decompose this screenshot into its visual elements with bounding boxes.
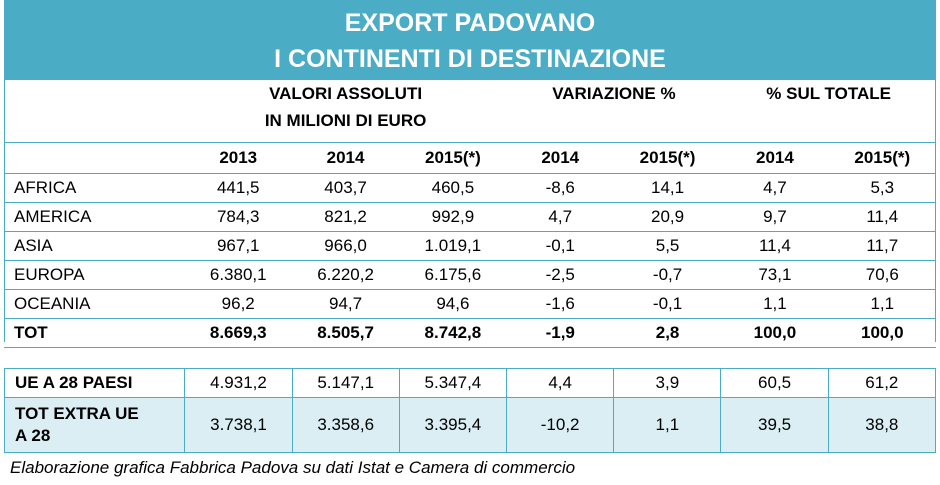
row-label: UE A 28 PAESI — [3, 368, 186, 398]
row-label-line1: TOT EXTRA UE — [15, 404, 139, 423]
row-label: TOT — [4, 318, 185, 348]
cell: -0,1 — [506, 231, 614, 261]
table-row: AMERICA 784,3 821,2 992,9 4,7 20,9 9,7 1… — [4, 202, 936, 232]
group-valori-line1: VALORI ASSOLUTI — [269, 84, 423, 103]
row-label: ASIA — [4, 231, 185, 261]
cell: 39,5 — [720, 397, 829, 453]
column-header: 2015(*) — [828, 142, 936, 174]
title-line-2: I CONTINENTI DI DESTINAZIONE — [274, 45, 666, 73]
group-valori-line2: IN MILIONI DI EURO — [264, 111, 427, 130]
cell: 5,5 — [613, 231, 722, 261]
cell: 3.738,1 — [184, 397, 293, 453]
column-header: 2014 — [721, 142, 829, 174]
cell: 3,9 — [613, 368, 722, 398]
cell: 966,0 — [291, 231, 400, 261]
cell: 1.019,1 — [399, 231, 507, 261]
eu-breakdown-table: UE A 28 PAESI 4.931,2 5.147,1 5.347,4 4,… — [3, 368, 937, 453]
row-label: OCEANIA — [4, 289, 185, 319]
column-header: 2013 — [184, 142, 292, 174]
cell: 100,0 — [721, 318, 829, 348]
cell: -8,6 — [506, 173, 614, 203]
cell: 4,7 — [721, 173, 829, 203]
table-row-extra-ue: TOT EXTRA UE A 28 3.738,1 3.358,6 3.395,… — [3, 397, 937, 453]
cell: 61,2 — [827, 368, 937, 398]
cell: 6.175,6 — [399, 260, 507, 290]
cell: 8.742,8 — [399, 318, 507, 348]
cell: -10,2 — [506, 397, 615, 453]
cell: 821,2 — [291, 202, 400, 232]
cell: 6.380,1 — [184, 260, 292, 290]
cell: 784,3 — [184, 202, 292, 232]
row-label: EUROPA — [4, 260, 185, 290]
cell: 4,7 — [506, 202, 614, 232]
cell: 441,5 — [184, 173, 292, 203]
row-label: AMERICA — [4, 202, 185, 232]
cell: 14,1 — [613, 173, 722, 203]
continents-table: VALORI ASSOLUTI IN MILIONI DI EURO VARIA… — [4, 80, 936, 348]
cell: 94,6 — [399, 289, 507, 319]
cell: 11,7 — [828, 231, 936, 261]
cell: 5.347,4 — [398, 368, 508, 398]
cell: 8.505,7 — [291, 318, 400, 348]
column-header: 2015(*) — [399, 142, 507, 174]
cell: 967,1 — [184, 231, 292, 261]
cell: 403,7 — [291, 173, 400, 203]
row-label-line2: A 28 — [15, 426, 51, 445]
cell: 60,5 — [720, 368, 829, 398]
cell: 1,1 — [721, 289, 829, 319]
cell: 70,6 — [828, 260, 936, 290]
cell: 5.147,1 — [291, 368, 400, 398]
table-row: OCEANIA 96,2 94,7 94,6 -1,6 -0,1 1,1 1,1 — [4, 289, 936, 319]
table-row-ue28: UE A 28 PAESI 4.931,2 5.147,1 5.347,4 4,… — [3, 368, 937, 398]
column-header-blank — [4, 142, 185, 174]
cell: 2,8 — [613, 318, 722, 348]
cell: 9,7 — [721, 202, 829, 232]
row-label: TOT EXTRA UE A 28 — [3, 397, 186, 453]
cell: -1,6 — [506, 289, 614, 319]
total-row: TOT 8.669,3 8.505,7 8.742,8 -1,9 2,8 100… — [4, 318, 936, 348]
title-banner: EXPORT PADOVANO I CONTINENTI DI DESTINAZ… — [4, 0, 936, 80]
row-label: AFRICA — [4, 173, 185, 203]
cell: 96,2 — [184, 289, 292, 319]
group-header-percentuale: % SUL TOTALE — [766, 84, 891, 103]
column-header: 2014 — [506, 142, 614, 174]
column-header-row: 2013 2014 2015(*) 2014 2015(*) 2014 2015… — [4, 142, 936, 174]
cell: 11,4 — [721, 231, 829, 261]
cell: -0,1 — [613, 289, 722, 319]
cell: 1,1 — [613, 397, 722, 453]
cell: 4.931,2 — [184, 368, 293, 398]
corner-cell — [4, 80, 185, 143]
cell: 1,1 — [828, 289, 936, 319]
group-header-variazione: VARIAZIONE % — [552, 84, 676, 103]
cell: 3.358,6 — [291, 397, 400, 453]
cell: 8.669,3 — [184, 318, 292, 348]
cell: 5,3 — [828, 173, 936, 203]
column-header: 2015(*) — [613, 142, 722, 174]
cell: 20,9 — [613, 202, 722, 232]
cell: 73,1 — [721, 260, 829, 290]
cell: -2,5 — [506, 260, 614, 290]
cell: 94,7 — [291, 289, 400, 319]
cell: -1,9 — [506, 318, 614, 348]
source-note: Elaborazione grafica Fabbrica Padova su … — [10, 458, 576, 477]
table-row: EUROPA 6.380,1 6.220,2 6.175,6 -2,5 -0,7… — [4, 260, 936, 290]
column-header: 2014 — [291, 142, 400, 174]
cell: 992,9 — [399, 202, 507, 232]
group-header-valori: VALORI ASSOLUTI IN MILIONI DI EURO — [185, 80, 507, 143]
cell: 100,0 — [828, 318, 936, 348]
cell: 6.220,2 — [291, 260, 400, 290]
cell: 11,4 — [828, 202, 936, 232]
table-row: ASIA 967,1 966,0 1.019,1 -0,1 5,5 11,4 1… — [4, 231, 936, 261]
cell: 4,4 — [506, 368, 615, 398]
cell: -0,7 — [613, 260, 722, 290]
table-row: AFRICA 441,5 403,7 460,5 -8,6 14,1 4,7 5… — [4, 173, 936, 203]
title-line-1: EXPORT PADOVANO — [344, 9, 596, 37]
group-header-row: VALORI ASSOLUTI IN MILIONI DI EURO VARIA… — [4, 80, 936, 143]
cell: 460,5 — [399, 173, 507, 203]
cell: 3.395,4 — [398, 397, 508, 453]
cell: 38,8 — [827, 397, 937, 453]
